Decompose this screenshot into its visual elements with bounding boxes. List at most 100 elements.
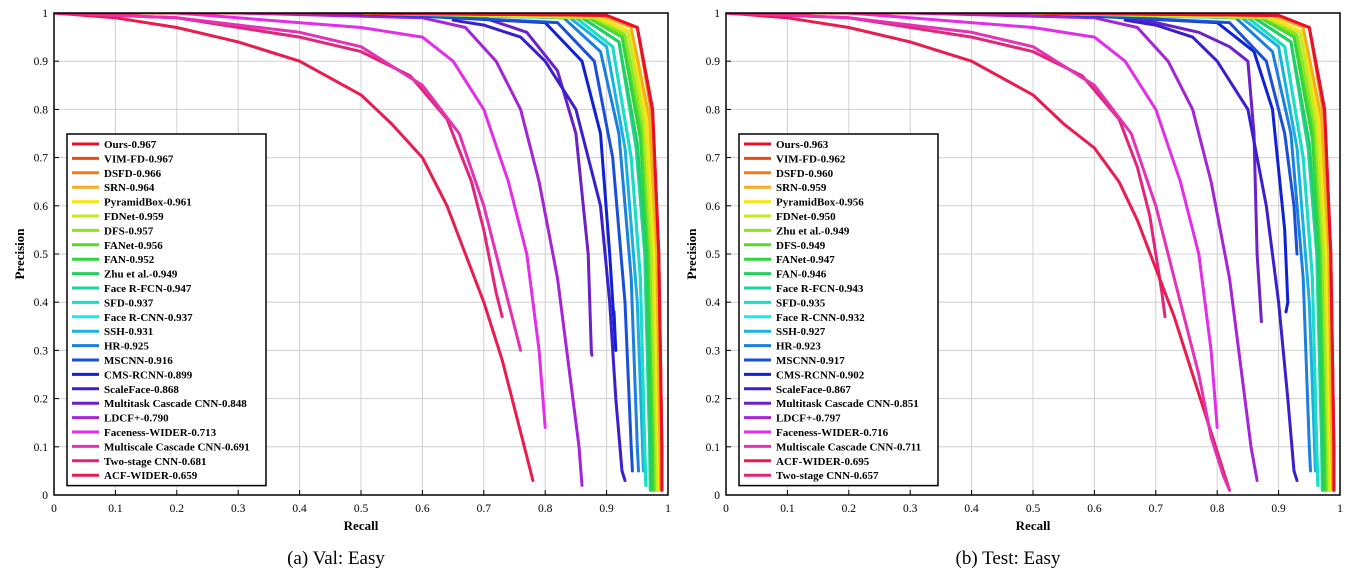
y-tick-label: 0.4 bbox=[34, 297, 49, 309]
legend-label: ScaleFace-0.867 bbox=[776, 384, 851, 396]
x-tick-label: 0.9 bbox=[1271, 503, 1286, 515]
legend-label: FAN-0.946 bbox=[776, 269, 827, 281]
x-tick-label: 0.5 bbox=[1026, 503, 1041, 515]
chart-panel-val-easy: 0 0.1 0.2 0.3 0.4 0.5 0.6 0.7 0.8 0.9 1 0 0.1 0.2 0.3 0… bbox=[0, 0, 672, 545]
legend-label: Face R-CNN-0.937 bbox=[104, 312, 193, 324]
legend-label: Faceness-WIDER-0.713 bbox=[104, 427, 217, 439]
series-line bbox=[54, 13, 523, 352]
series-group bbox=[54, 13, 664, 492]
y-tick-label: 0.7 bbox=[34, 153, 49, 165]
legend-label: Zhu et al.-0.949 bbox=[104, 269, 178, 281]
x-tick-label: 0.1 bbox=[108, 503, 123, 515]
x-tick-label: 0.3 bbox=[903, 503, 918, 515]
y-tick-label: 0.9 bbox=[34, 56, 49, 68]
legend-label: SSH-0.927 bbox=[776, 326, 826, 338]
y-tick-label: 0.3 bbox=[34, 345, 49, 357]
legend-label: Zhu et al.-0.949 bbox=[776, 225, 850, 237]
series-line bbox=[54, 13, 594, 357]
x-axis-title: Recall bbox=[1016, 518, 1051, 533]
legend-label: FANet-0.947 bbox=[776, 254, 835, 266]
x-tick-label: 1 bbox=[1337, 503, 1343, 515]
legend-label: PyramidBox-0.961 bbox=[104, 197, 192, 209]
y-tick-label: 0.6 bbox=[706, 201, 721, 213]
y-tick-label: 0.6 bbox=[34, 201, 49, 213]
x-tick-label: 0.9 bbox=[599, 503, 614, 515]
x-tick-label: 0.5 bbox=[354, 503, 369, 515]
y-tick-label: 0.2 bbox=[706, 394, 721, 406]
x-tick-label: 0 bbox=[723, 503, 729, 515]
y-tick-label: 0.7 bbox=[706, 153, 721, 165]
legend-label: CMS-RCNN-0.899 bbox=[104, 369, 193, 381]
legend-label: Multiscale Cascade CNN-0.711 bbox=[776, 441, 921, 453]
legend: Ours-0.967 VIM-FD-0.967 DSFD-0.966 SRN-0.96… bbox=[66, 133, 267, 487]
legend-label: SRN-0.959 bbox=[776, 182, 827, 194]
series-line bbox=[451, 18, 627, 482]
y-tick-label: 1 bbox=[42, 8, 48, 20]
series-line bbox=[726, 13, 1231, 492]
x-tick-label: 0.4 bbox=[964, 503, 979, 515]
legend-label: HR-0.925 bbox=[104, 341, 149, 353]
legend-label: VIM-FD-0.967 bbox=[104, 153, 174, 165]
y-tick-label: 0.1 bbox=[706, 442, 721, 454]
x-tick-label: 0.8 bbox=[538, 503, 553, 515]
legend-label: ACF-WIDER-0.659 bbox=[104, 470, 198, 482]
legend-label: Face R-FCN-0.943 bbox=[776, 283, 864, 295]
y-tick-label: 0.5 bbox=[34, 249, 49, 261]
y-tick-label: 0.2 bbox=[34, 394, 49, 406]
legend-label: MSCNN-0.917 bbox=[776, 355, 845, 367]
x-tick-label: 0.4 bbox=[292, 503, 307, 515]
legend-label: Multitask Cascade CNN-0.848 bbox=[104, 398, 247, 410]
x-tick-label: 0.3 bbox=[231, 503, 246, 515]
legend-label: ACF-WIDER-0.695 bbox=[776, 456, 870, 468]
y-tick-label: 0.8 bbox=[34, 104, 49, 116]
legend-label: Two-stage CNN-0.681 bbox=[104, 456, 206, 468]
legend-label: DFS-0.949 bbox=[776, 240, 826, 252]
series-line bbox=[726, 13, 1299, 256]
series-line bbox=[1123, 18, 1299, 482]
y-tick-label: 0.8 bbox=[706, 104, 721, 116]
legend-label: FDNet-0.959 bbox=[104, 211, 164, 223]
y-tick-label: 0.3 bbox=[706, 345, 721, 357]
x-tick-label: 0.2 bbox=[842, 503, 857, 515]
legend-label: ScaleFace-0.868 bbox=[104, 384, 179, 396]
legend-label: PyramidBox-0.956 bbox=[776, 197, 864, 209]
y-tick-label: 0.1 bbox=[34, 442, 49, 454]
y-tick-label: 0.5 bbox=[706, 249, 721, 261]
x-tick-label: 0.7 bbox=[477, 503, 492, 515]
legend-label: DSFD-0.960 bbox=[776, 168, 834, 180]
chart-caption-val-easy: (a) Val: Easy bbox=[287, 548, 385, 569]
y-axis-title: Precision bbox=[684, 228, 699, 280]
x-tick-label: 0 bbox=[51, 503, 57, 515]
pr-chart-svg: 0 0.1 0.2 0.3 0.4 0.5 0.6 0.7 0.8 0.9 1 0 0.1 0.2 0.3 0… bbox=[684, 8, 1343, 533]
y-tick-label: 0 bbox=[714, 490, 720, 502]
y-axis-title: Precision bbox=[12, 228, 27, 280]
legend-label: SRN-0.964 bbox=[104, 182, 155, 194]
x-tick-label: 0.2 bbox=[170, 503, 185, 515]
legend-label: LDCF+-0.797 bbox=[776, 413, 841, 425]
x-tick-label: 0.8 bbox=[1210, 503, 1225, 515]
pr-chart-svg: 0 0.1 0.2 0.3 0.4 0.5 0.6 0.7 0.8 0.9 1 0 0.1 0.2 0.3 0… bbox=[12, 8, 671, 533]
grid bbox=[54, 13, 668, 495]
legend-label: Faceness-WIDER-0.716 bbox=[776, 427, 889, 439]
chart-panel-test-easy: 0 0.1 0.2 0.3 0.4 0.5 0.6 0.7 0.8 0.9 1 0 0.1 0.2 0.3 0… bbox=[672, 0, 1344, 545]
legend-label: LDCF+-0.790 bbox=[104, 413, 169, 425]
legend-label: Multitask Cascade CNN-0.851 bbox=[776, 398, 919, 410]
legend-label: SFD-0.935 bbox=[776, 297, 826, 309]
series-line bbox=[1092, 13, 1263, 323]
legend-label: DSFD-0.966 bbox=[104, 168, 162, 180]
legend: Ours-0.963 VIM-FD-0.962 DSFD-0.960 SRN-0.95… bbox=[738, 133, 939, 487]
legend-label: MSCNN-0.916 bbox=[104, 355, 173, 367]
legend-label: Multiscale Cascade CNN-0.691 bbox=[104, 441, 250, 453]
series-line bbox=[726, 13, 1231, 492]
legend-label: FANet-0.956 bbox=[104, 240, 163, 252]
legend-label: Ours-0.967 bbox=[104, 139, 157, 151]
series-line bbox=[54, 13, 535, 482]
legend-label: HR-0.923 bbox=[776, 341, 821, 353]
legend-label: FDNet-0.950 bbox=[776, 211, 836, 223]
legend-label: Ours-0.963 bbox=[776, 139, 829, 151]
legend-label: SFD-0.937 bbox=[104, 297, 154, 309]
x-tick-label: 0.7 bbox=[1149, 503, 1164, 515]
x-axis-title: Recall bbox=[344, 518, 379, 533]
y-tick-label: 1 bbox=[714, 8, 720, 20]
y-tick-label: 0.9 bbox=[706, 56, 721, 68]
